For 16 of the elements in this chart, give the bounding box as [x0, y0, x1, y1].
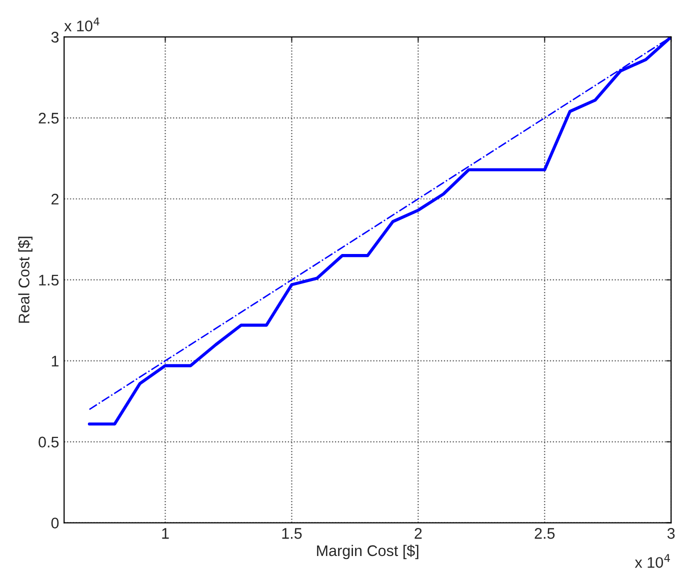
y-tick-label: 2.5	[38, 112, 59, 124]
x-axis-title: Margin Cost [$]	[317, 544, 418, 560]
y-tick-label: 0	[51, 518, 59, 528]
x-tick-label: 1.5	[282, 528, 302, 539]
y-tick-label: 0.5	[38, 436, 59, 448]
y-tick-label: 2	[52, 194, 58, 204]
y-tick-label: 1.5	[39, 274, 59, 286]
x-tick-label: 3	[667, 528, 675, 539]
x-tick-label: 2.5	[534, 528, 555, 539]
text: x 10$^{4}$	[64, 18, 100, 32]
y-tick-label: 1	[52, 356, 58, 366]
x-tick-label: 1	[162, 528, 169, 539]
x-tick-label: 2	[414, 528, 422, 539]
text: x 10$^{4}$	[634, 554, 670, 568]
y-tick-label: 3	[51, 32, 59, 43]
y-axis-title: Real Cost [$]	[18, 236, 32, 323]
